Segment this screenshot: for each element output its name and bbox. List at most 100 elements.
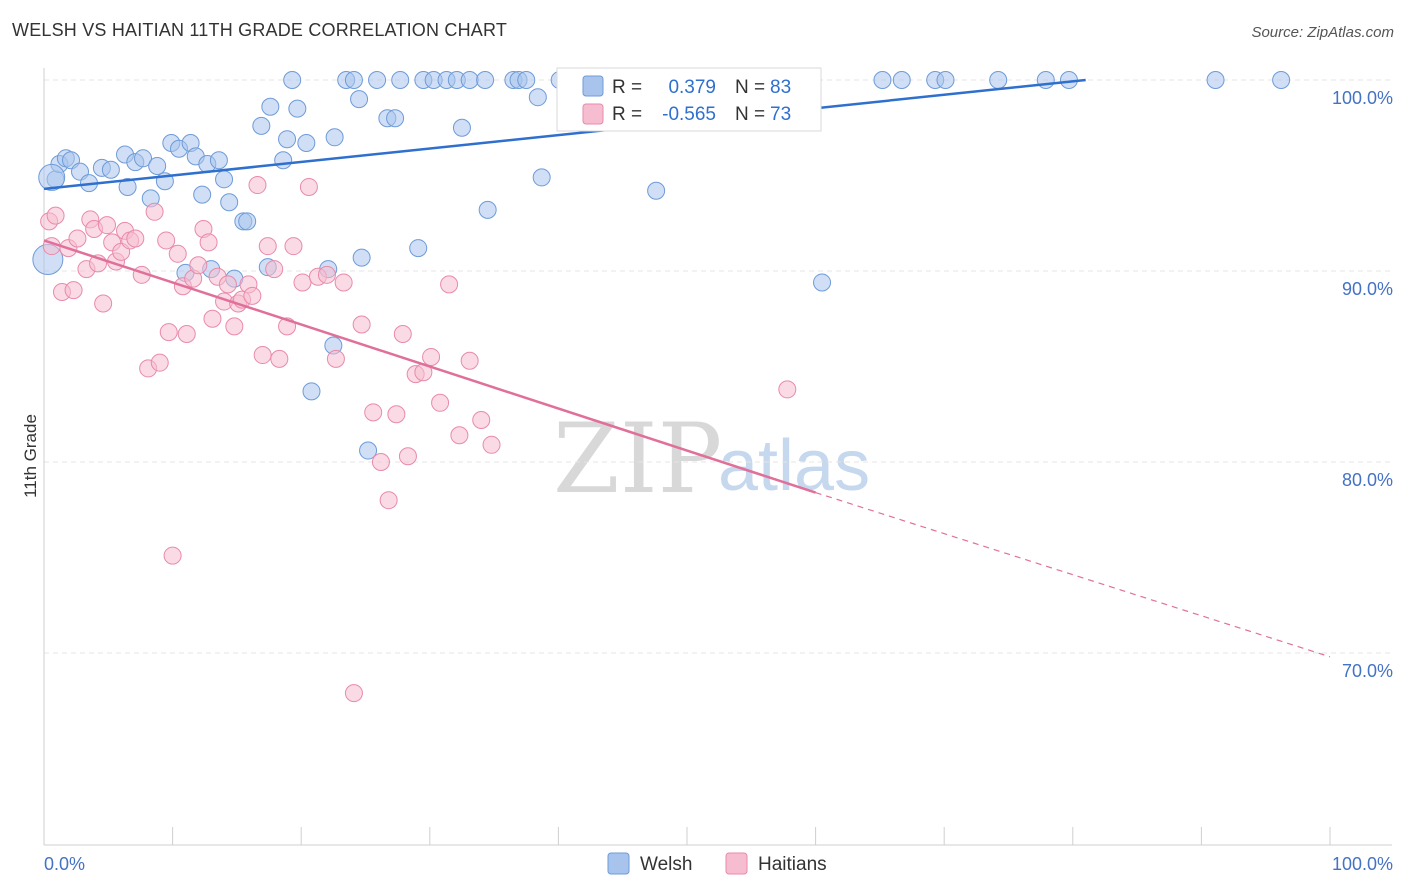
haitian-point (293, 273, 312, 292)
haitian-point (163, 546, 182, 565)
haitian-point (393, 325, 412, 344)
welsh-bottom-swatch (607, 852, 630, 875)
trend-lines (43, 78, 1331, 658)
haitian-r-label: R = (612, 104, 642, 125)
haitian-n-label: N = (735, 104, 765, 125)
haitian-legend-swatch (582, 103, 604, 125)
watermark-zip: ZIP (553, 403, 722, 515)
y-tick-labels: 100.0% 90.0% 80.0% 70.0% (1332, 88, 1393, 681)
haitian-point (177, 325, 196, 344)
welsh-point (647, 181, 666, 200)
welsh-point (209, 151, 228, 170)
welsh-point (193, 185, 212, 204)
axes (43, 68, 1392, 846)
haitian-point (334, 273, 353, 292)
haitian-bottom-label: Haitians (758, 854, 827, 875)
grid-lines (44, 79, 1392, 654)
welsh-point (283, 71, 302, 89)
y-tick-label: 80.0% (1342, 470, 1393, 490)
welsh-point (148, 156, 167, 175)
haitian-point (68, 229, 87, 248)
haitian-point (265, 260, 284, 279)
haitian-bottom-swatch (725, 852, 748, 875)
haitian-point (431, 393, 450, 412)
welsh-point (325, 128, 344, 147)
haitian-point (284, 237, 303, 256)
welsh-point (936, 71, 955, 89)
welsh-point (134, 149, 153, 168)
welsh-point (344, 71, 363, 89)
welsh-point (118, 177, 137, 196)
haitian-point (398, 447, 417, 466)
welsh-point (220, 193, 239, 212)
haitian-point (189, 256, 208, 275)
haitian-point (450, 426, 469, 445)
welsh-point (1206, 71, 1225, 89)
haitian-point (440, 275, 459, 294)
y-tick-label: 70.0% (1342, 661, 1393, 681)
welsh-n-label: N = (735, 77, 765, 98)
welsh-point (38, 163, 66, 191)
welsh-point (892, 71, 911, 89)
haitian-point (460, 351, 479, 370)
welsh-r-label: R = (612, 77, 642, 98)
welsh-point (368, 71, 387, 89)
welsh-point (989, 71, 1008, 89)
welsh-point (359, 441, 378, 460)
x-tick-label-min: 0.0% (44, 854, 85, 874)
welsh-point (215, 170, 234, 189)
haitian-point (46, 206, 65, 225)
haitian-point (482, 435, 501, 454)
haitian-point (199, 233, 218, 252)
y-tick-label: 90.0% (1342, 279, 1393, 299)
haitian-point (352, 315, 371, 334)
welsh-n-value: 83 (770, 77, 791, 98)
welsh-bottom-label: Welsh (640, 854, 692, 875)
haitian-trend-extension (815, 491, 1331, 658)
watermark-atlas: atlas (718, 426, 870, 506)
haitian-point (98, 216, 117, 235)
haitian-point (94, 294, 113, 313)
haitian-point (270, 349, 289, 368)
bottom-legend: Welsh Haitians (607, 852, 827, 875)
welsh-point (452, 118, 471, 137)
haitian-point (225, 317, 244, 336)
haitian-point (64, 281, 83, 300)
haitian-point (379, 491, 398, 510)
haitian-point (472, 410, 491, 429)
haitian-point (371, 453, 390, 471)
welsh-point (386, 109, 405, 128)
welsh-point (532, 168, 551, 187)
welsh-r-value: 0.379 (668, 77, 716, 98)
welsh-trend-line (43, 78, 1086, 191)
welsh-point (478, 200, 497, 219)
haitian-point (168, 244, 187, 263)
welsh-point (350, 90, 369, 109)
welsh-point (1272, 71, 1291, 89)
welsh-point (101, 160, 120, 179)
haitian-point (159, 323, 178, 342)
haitian-point (157, 231, 176, 250)
haitian-point (243, 286, 262, 305)
welsh-legend-swatch (582, 75, 604, 97)
haitian-point (203, 309, 222, 328)
welsh-point (274, 151, 293, 170)
haitian-trend-line (43, 239, 816, 494)
y-tick-label: 100.0% (1332, 88, 1393, 108)
welsh-point (460, 71, 479, 89)
welsh-point (391, 71, 410, 89)
welsh-point (873, 71, 892, 89)
haitian-point (150, 353, 169, 372)
haitian-point (387, 405, 406, 424)
haitian-point (248, 176, 267, 195)
welsh-point (409, 239, 428, 258)
haitian-point (778, 380, 797, 399)
welsh-point (476, 71, 495, 89)
haitian-point (326, 349, 345, 368)
y-axis-label: 11th Grade (21, 414, 40, 498)
haitian-point (317, 265, 336, 284)
welsh-point (252, 116, 271, 135)
haitian-point (145, 202, 164, 221)
welsh-point (288, 99, 307, 118)
welsh-point (352, 248, 371, 267)
